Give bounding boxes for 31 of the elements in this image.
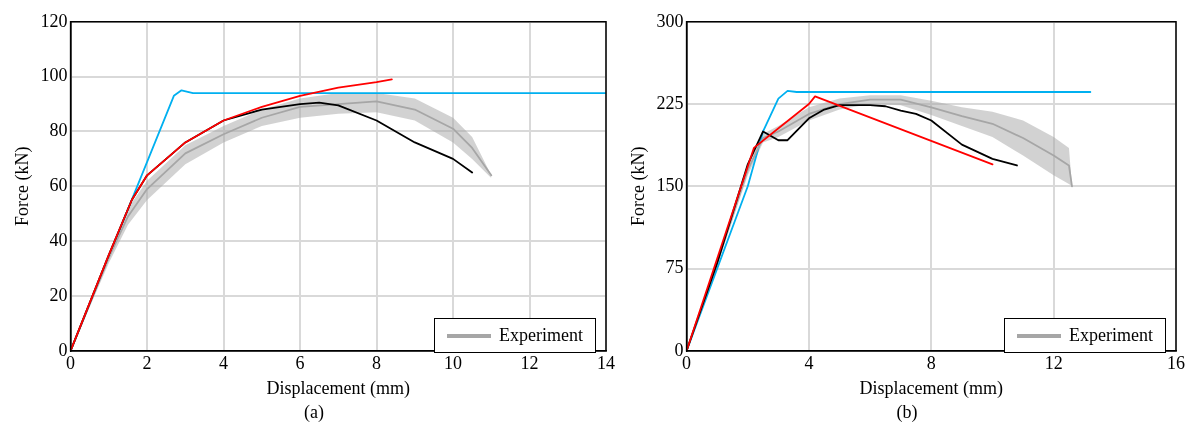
x-tick-label: 4 [804, 353, 814, 374]
y-tick-label: 40 [49, 229, 68, 250]
y-tick-label: 150 [656, 175, 684, 196]
text: (b) [895, 402, 919, 423]
y-tick-label: 225 [656, 92, 684, 113]
legend-label: Experiment [499, 325, 583, 346]
x-tick-label: 12 [1044, 353, 1063, 374]
x-tick-label: 4 [219, 353, 229, 374]
y-tick-label: 300 [656, 10, 684, 31]
text: (a) [303, 402, 325, 423]
x-axis-title: Displacement (mm) [266, 377, 411, 399]
y-tick-label: 60 [49, 175, 68, 196]
y-tick-label: 20 [49, 284, 68, 305]
x-tick-label: 2 [142, 353, 152, 374]
y-axis-title: Force (kN) [11, 146, 33, 227]
y-tick-label: 0 [674, 339, 684, 360]
x-tick-label: 8 [372, 353, 382, 374]
y-tick-label: 75 [665, 257, 684, 278]
x-tick-label: 16 [1167, 353, 1185, 374]
x-tick-label: 14 [597, 353, 615, 374]
y-tick-label: 120 [40, 10, 68, 31]
y-tick-label: 100 [40, 65, 68, 86]
x-tick-label: 10 [444, 353, 463, 374]
y-axis-title: Force (kN) [627, 146, 649, 227]
x-tick-label: 12 [520, 353, 539, 374]
x-axis-title: Displacement (mm) [859, 377, 1004, 399]
y-tick-label: 0 [58, 339, 68, 360]
legend-label: Experiment [1069, 325, 1153, 346]
x-tick-label: 6 [295, 353, 305, 374]
y-tick-label: 80 [49, 120, 68, 141]
x-tick-label: 8 [926, 353, 936, 374]
